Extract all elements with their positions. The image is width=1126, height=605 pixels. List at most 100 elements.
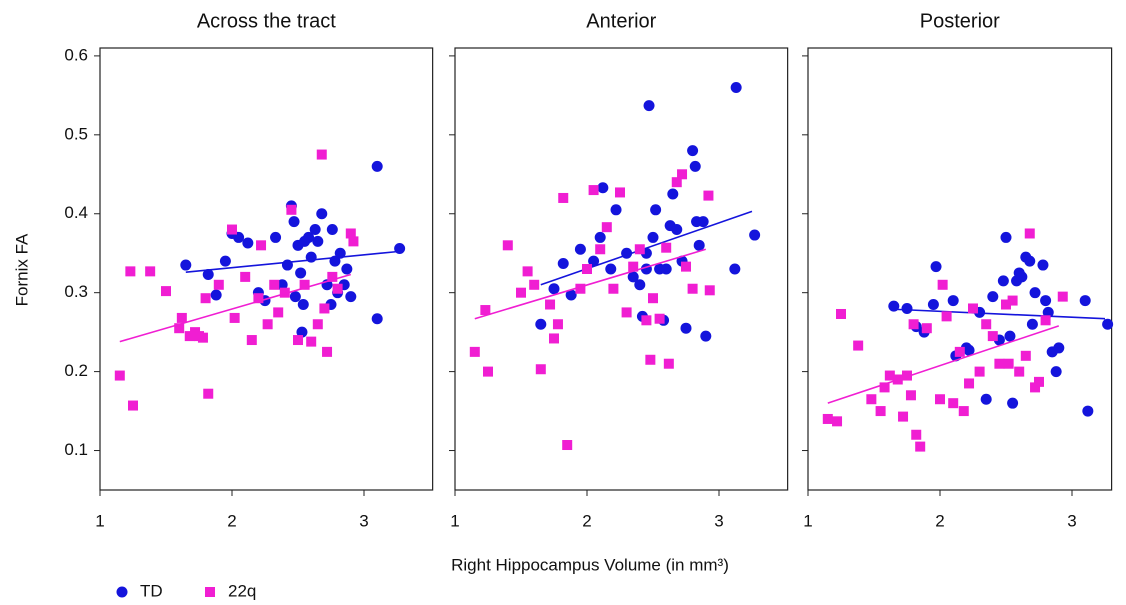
point [229, 312, 240, 323]
x-tick-label: 3 [359, 511, 368, 530]
point [1003, 358, 1014, 369]
point [749, 229, 761, 241]
point [145, 266, 156, 277]
point [203, 388, 214, 399]
point [641, 315, 652, 326]
point [371, 313, 383, 325]
point [316, 149, 327, 160]
plot-frame [454, 47, 789, 491]
fit-line [474, 248, 707, 320]
point [930, 261, 942, 273]
point [730, 81, 742, 93]
point [1037, 259, 1049, 271]
point [968, 303, 978, 314]
point [270, 231, 282, 243]
y-tick-label: 0.6 [64, 45, 88, 64]
point [645, 354, 656, 365]
point [210, 289, 222, 301]
point [480, 305, 491, 316]
point [648, 293, 658, 304]
point [921, 323, 932, 334]
legend-marker [116, 586, 128, 598]
point [535, 364, 546, 375]
point [697, 216, 709, 228]
point [575, 283, 586, 294]
point [565, 289, 577, 301]
point [643, 100, 655, 112]
point [661, 242, 672, 253]
point [213, 279, 224, 290]
point [200, 293, 211, 304]
point [276, 279, 288, 291]
point [371, 160, 383, 172]
point [262, 319, 273, 330]
point [608, 283, 619, 294]
point [297, 299, 309, 311]
point [483, 366, 493, 377]
fit-line [893, 308, 1106, 320]
point [628, 261, 639, 272]
y-tick-label: 0.1 [64, 440, 88, 459]
point [1079, 295, 1091, 307]
point [202, 269, 214, 281]
point [242, 237, 254, 249]
panel-title: Posterior [920, 10, 1000, 32]
point [948, 398, 959, 409]
point [687, 283, 698, 294]
point [180, 259, 192, 271]
point [1014, 366, 1025, 377]
point [647, 231, 659, 243]
point [161, 286, 171, 297]
panel-title: Anterior [586, 10, 656, 32]
point [627, 271, 639, 283]
point [296, 326, 308, 338]
point [937, 279, 948, 290]
point [1034, 376, 1044, 387]
point [345, 228, 356, 239]
y-tick-label: 0.3 [64, 282, 88, 301]
point [184, 331, 195, 342]
point [125, 266, 136, 277]
point [582, 264, 592, 274]
point [1001, 299, 1011, 310]
point [273, 307, 284, 318]
point [240, 271, 251, 282]
point [875, 406, 886, 417]
point [1000, 231, 1012, 243]
x-tick-label: 3 [714, 511, 723, 530]
point [1040, 295, 1052, 307]
point [994, 358, 1005, 369]
point [654, 313, 665, 324]
x-tick-label: 2 [227, 511, 236, 530]
point [935, 394, 945, 405]
y-tick-label: 0.4 [64, 203, 88, 222]
point [322, 346, 333, 357]
point [905, 390, 916, 401]
fit-line [540, 210, 753, 286]
point [594, 231, 606, 243]
point [548, 283, 560, 295]
point [348, 236, 359, 247]
point [128, 400, 138, 411]
point [1007, 295, 1018, 306]
point [295, 267, 307, 279]
point [660, 263, 672, 275]
point [729, 263, 741, 275]
point [1102, 318, 1114, 330]
point [681, 261, 691, 272]
point [974, 366, 985, 377]
fit-line [827, 325, 1060, 404]
point [853, 340, 864, 351]
point [279, 287, 290, 298]
point [306, 336, 317, 347]
point [1024, 255, 1036, 267]
point [1053, 342, 1065, 354]
y-axis-label: Fornix FA [12, 233, 31, 306]
point [529, 279, 540, 290]
point [299, 279, 310, 290]
point [610, 204, 622, 216]
point [1030, 382, 1041, 393]
point [680, 322, 692, 334]
x-axis-label: Right Hippocampus Volume (in mm³) [451, 555, 729, 574]
point [915, 441, 926, 452]
